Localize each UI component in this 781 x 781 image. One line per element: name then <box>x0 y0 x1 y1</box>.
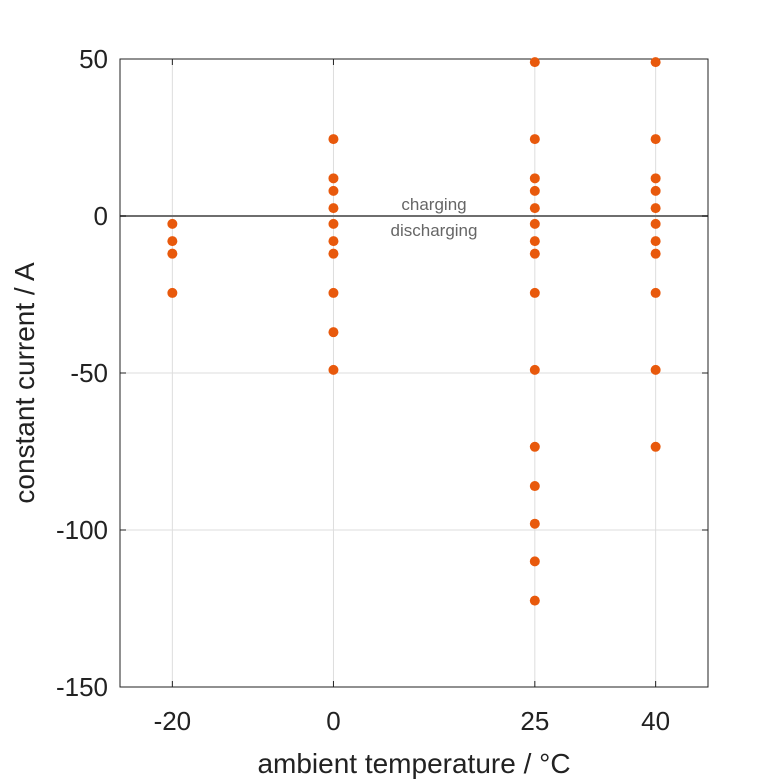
data-point <box>529 173 540 184</box>
data-point <box>328 248 339 259</box>
data-point <box>650 134 661 145</box>
data-point <box>529 481 540 492</box>
x-tick-label: 0 <box>326 706 340 736</box>
y-axis-label: constant current / A <box>9 262 40 504</box>
data-point <box>529 218 540 229</box>
grid-lines <box>120 58 708 688</box>
data-point <box>529 287 540 298</box>
data-point <box>650 57 661 68</box>
y-tick-label: -50 <box>70 358 108 388</box>
data-point <box>167 287 178 298</box>
data-point <box>529 556 540 567</box>
data-point <box>529 203 540 214</box>
data-point <box>650 203 661 214</box>
data-point <box>328 236 339 247</box>
y-tick-label: 50 <box>79 44 108 74</box>
data-point <box>328 364 339 375</box>
axis-ticks: -20 0 25 40 50 0 -50 -100 -150 <box>56 44 708 736</box>
data-point <box>167 218 178 229</box>
data-point <box>529 518 540 529</box>
data-point <box>529 364 540 375</box>
discharging-annotation: discharging <box>391 221 478 240</box>
data-point <box>529 248 540 259</box>
data-point <box>328 173 339 184</box>
data-point <box>650 287 661 298</box>
y-tick-label: 0 <box>94 201 108 231</box>
data-point <box>650 218 661 229</box>
data-point <box>167 248 178 259</box>
charging-annotation: charging <box>401 195 466 214</box>
data-point <box>167 236 178 247</box>
data-point <box>529 134 540 145</box>
data-point <box>650 248 661 259</box>
data-point <box>650 185 661 196</box>
x-tick-label: 25 <box>520 706 549 736</box>
data-point <box>650 173 661 184</box>
data-point <box>328 203 339 214</box>
data-point <box>328 327 339 338</box>
data-point <box>650 441 661 452</box>
data-point <box>328 134 339 145</box>
data-points <box>167 57 661 606</box>
data-point <box>529 57 540 68</box>
x-tick-label: -20 <box>154 706 192 736</box>
data-point <box>529 595 540 606</box>
y-tick-label: -150 <box>56 672 108 702</box>
data-point <box>650 364 661 375</box>
y-tick-label: -100 <box>56 515 108 545</box>
x-tick-label: 40 <box>641 706 670 736</box>
data-point <box>529 236 540 247</box>
data-point <box>529 441 540 452</box>
data-point <box>328 185 339 196</box>
data-point <box>328 218 339 229</box>
data-point <box>328 287 339 298</box>
data-point <box>650 236 661 247</box>
data-point <box>529 185 540 196</box>
x-axis-label: ambient temperature / °C <box>257 748 570 779</box>
